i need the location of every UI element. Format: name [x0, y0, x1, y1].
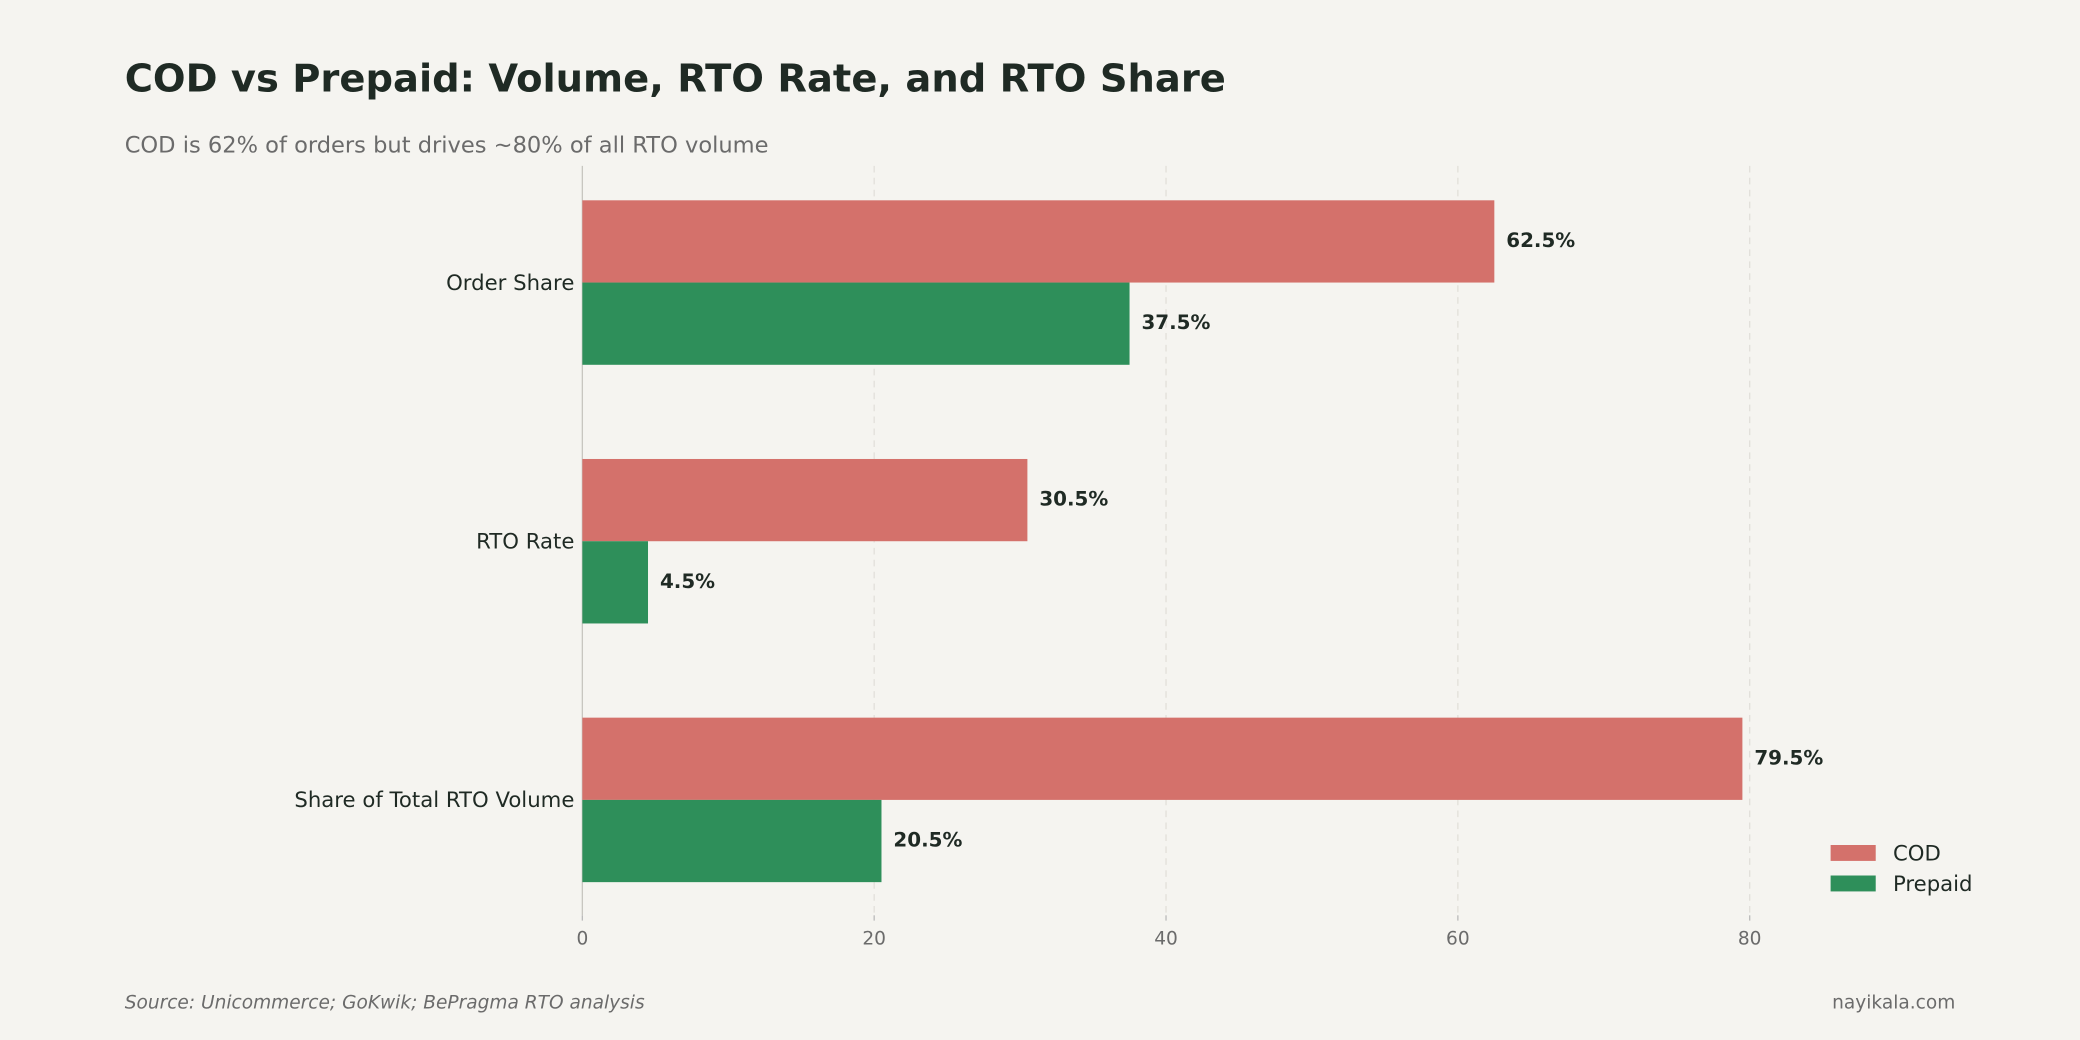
y-tick-label: Share of Total RTO Volume — [294, 788, 574, 813]
bar — [582, 200, 1495, 283]
data-label: 62.5% — [1506, 229, 1575, 252]
data-label: 4.5% — [660, 570, 715, 593]
x-tick-label: 80 — [1738, 929, 1762, 950]
y-tick-label: RTO Rate — [476, 530, 574, 555]
bar — [582, 541, 649, 624]
chart-title: COD vs Prepaid: Volume, RTO Rate, and RT… — [125, 56, 1226, 101]
source-note: Source: Unicommerce; GoKwik; BePragma RT… — [125, 992, 645, 1013]
data-label: 20.5% — [893, 829, 962, 852]
x-tick-label: 40 — [1154, 929, 1178, 950]
data-label: 30.5% — [1039, 488, 1108, 511]
bar — [582, 458, 1028, 542]
legend-label: COD — [1893, 841, 1941, 866]
data-label: 37.5% — [1141, 311, 1210, 334]
legend-label: Prepaid — [1893, 872, 1973, 897]
y-tick-label: Order Share — [446, 271, 574, 296]
legend-swatch — [1830, 875, 1876, 892]
x-tick-label: 60 — [1446, 929, 1470, 950]
x-tick-label: 20 — [862, 929, 886, 950]
data-label: 79.5% — [1754, 746, 1823, 769]
legend-swatch — [1830, 845, 1876, 861]
bar — [582, 799, 882, 883]
bar — [582, 282, 1130, 365]
x-tick-label: 0 — [576, 929, 588, 950]
credit: nayikala.com — [1832, 992, 1955, 1013]
bar — [582, 717, 1743, 800]
chart-subtitle: COD is 62% of orders but drives ~80% of … — [125, 132, 769, 158]
